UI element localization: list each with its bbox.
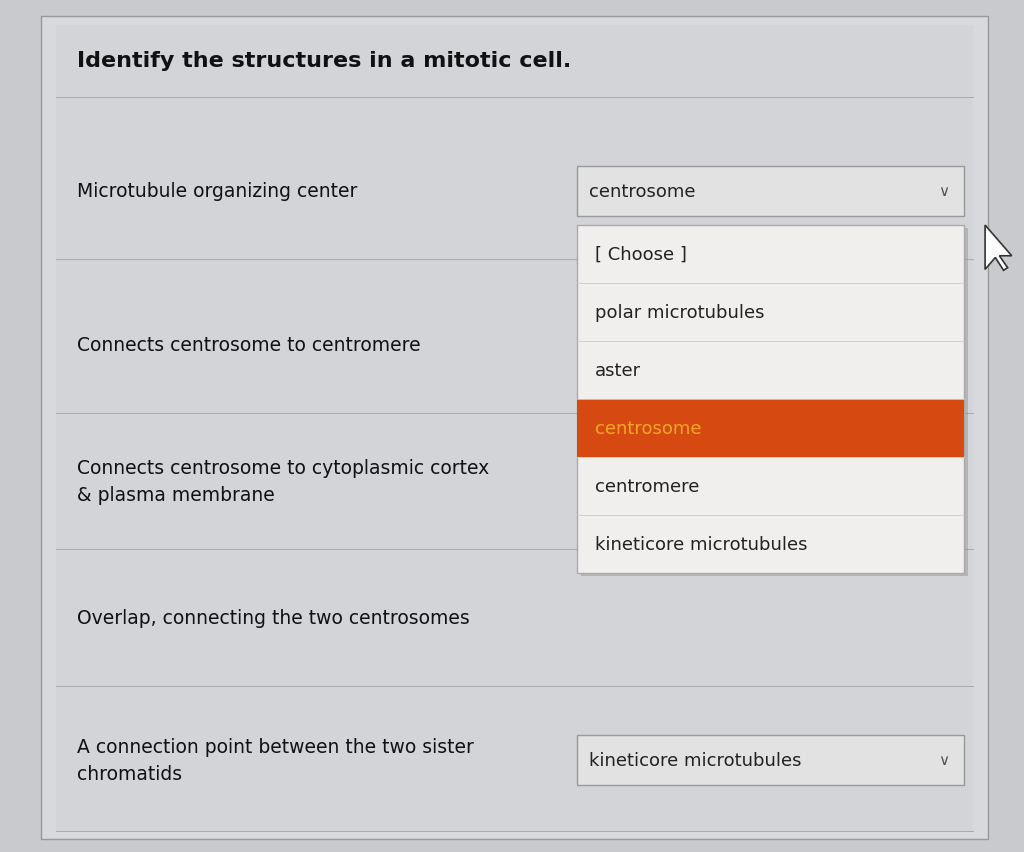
Text: Microtubule organizing center: Microtubule organizing center (77, 182, 357, 201)
Polygon shape (985, 226, 1012, 271)
Text: centrosome: centrosome (589, 182, 695, 201)
Text: Connects centrosome to cytoplasmic cortex
& plasma membrane: Connects centrosome to cytoplasmic corte… (77, 458, 489, 504)
FancyBboxPatch shape (577, 400, 964, 458)
Text: aster: aster (595, 361, 641, 380)
FancyBboxPatch shape (577, 735, 964, 785)
Text: centromere: centromere (595, 477, 699, 496)
Text: kineticore microtubules: kineticore microtubules (595, 535, 808, 554)
Text: A connection point between the two sister
chromatids: A connection point between the two siste… (77, 737, 474, 783)
FancyBboxPatch shape (577, 226, 964, 573)
Text: Connects centrosome to centromere: Connects centrosome to centromere (77, 336, 421, 354)
Text: ∨: ∨ (938, 752, 948, 768)
Text: polar microtubules: polar microtubules (595, 303, 765, 322)
Text: ∨: ∨ (938, 184, 948, 199)
Text: Overlap, connecting the two centrosomes: Overlap, connecting the two centrosomes (77, 608, 470, 627)
FancyBboxPatch shape (581, 229, 968, 577)
Text: [ Choose ]: [ Choose ] (595, 245, 687, 264)
FancyBboxPatch shape (577, 167, 964, 216)
FancyBboxPatch shape (41, 17, 988, 839)
Text: centrosome: centrosome (595, 419, 701, 438)
Text: Identify the structures in a mitotic cell.: Identify the structures in a mitotic cel… (77, 51, 571, 72)
Text: kineticore microtubules: kineticore microtubules (589, 751, 802, 769)
FancyBboxPatch shape (56, 26, 973, 831)
